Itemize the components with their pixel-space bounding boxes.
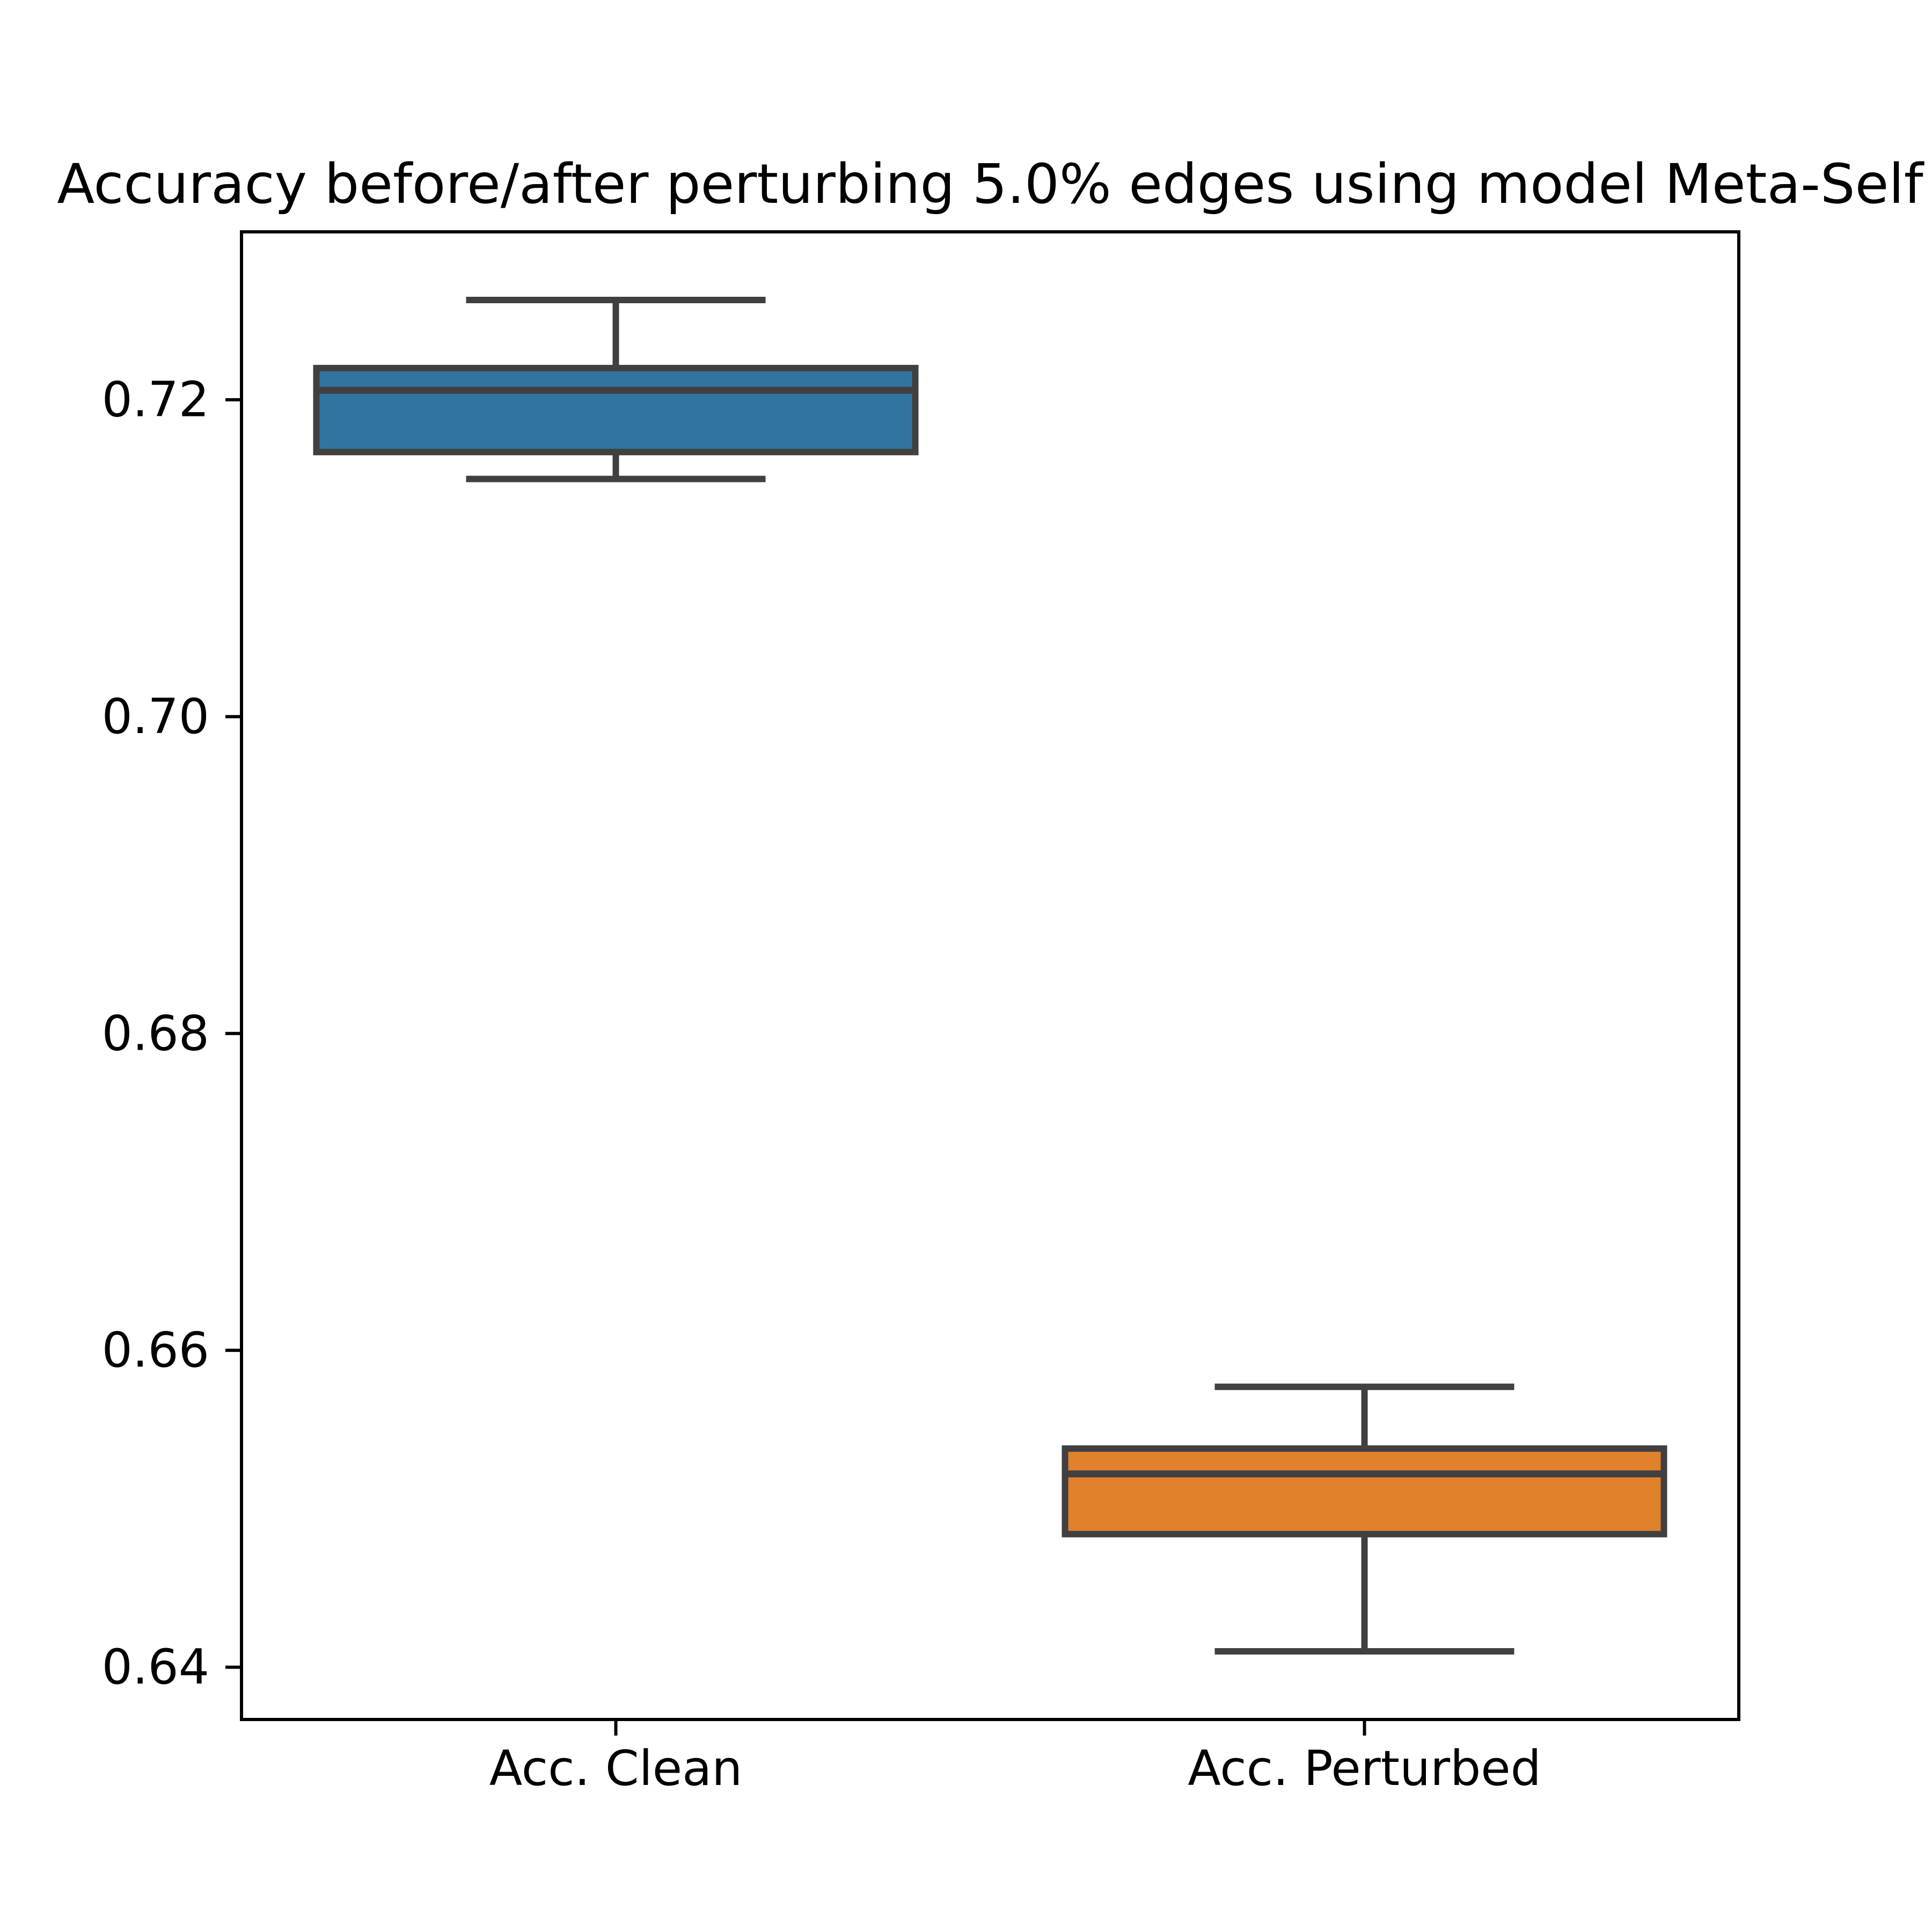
iqr-box <box>1062 1445 1667 1538</box>
x-axis-tick-label: Acc. Perturbed <box>1188 1740 1541 1797</box>
y-axis-tick-label: 0.68 <box>102 1005 209 1062</box>
iqr-box <box>313 364 919 456</box>
x-axis-tick-label: Acc. Clean <box>489 1740 743 1797</box>
axes-frame <box>240 230 1740 1721</box>
y-axis-tick-label: 0.64 <box>102 1639 209 1695</box>
y-axis-tick-label: 0.72 <box>102 371 209 428</box>
chart-title: Accuracy before/after perturbing 5.0% ed… <box>57 152 1924 216</box>
y-axis-tick-label: 0.70 <box>102 689 209 745</box>
plot-area: 0.64 0.66 0.68 0.70 0.72 Acc. Clean Acc. Pertu… <box>102 230 1740 1797</box>
y-axis-tick-label: 0.66 <box>102 1322 209 1379</box>
